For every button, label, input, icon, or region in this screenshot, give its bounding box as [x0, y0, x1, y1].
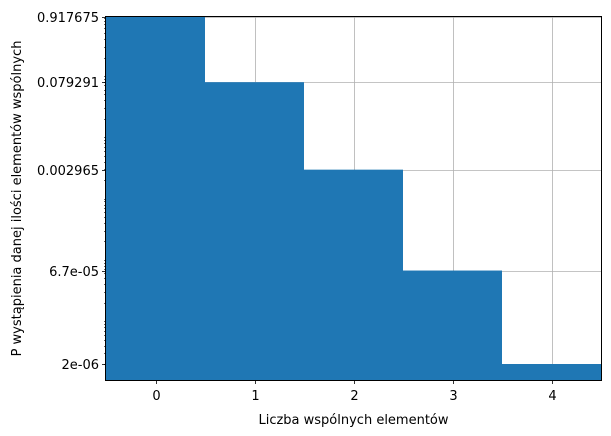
bar-3: [403, 270, 502, 380]
y-tick-label: 2e-06: [61, 358, 99, 373]
x-axis-ticks: 0 1 2 3 4: [152, 380, 557, 404]
y-axis-ticks: 0.917675 0.079291 0.002965 6.7e-05 2e-06: [37, 11, 106, 373]
x-tick-label: 0: [152, 389, 160, 404]
y-axis-label: P wystąpienia danej ilości elementów wsp…: [10, 41, 25, 357]
x-axis-label: Liczba wspólnych elementów: [258, 413, 448, 428]
bar-2: [304, 169, 403, 380]
bar-4: [502, 364, 601, 380]
x-tick-label: 3: [449, 389, 457, 404]
x-tick-label: 4: [548, 389, 556, 404]
x-tick-label: 2: [350, 389, 358, 404]
bars: [106, 17, 601, 380]
y-tick-label: 0.917675: [37, 11, 99, 26]
bar-1: [205, 82, 304, 380]
y-tick-label: 0.002965: [37, 164, 99, 179]
bar-0: [106, 17, 205, 380]
y-tick-label: 6.7e-05: [49, 265, 99, 280]
plot-frame: [105, 16, 602, 381]
x-tick-label: 1: [251, 389, 259, 404]
y-tick-label: 0.079291: [37, 76, 99, 91]
